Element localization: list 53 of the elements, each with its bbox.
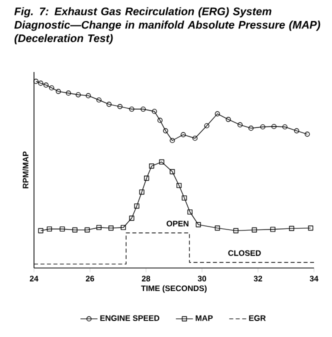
point — [170, 138, 175, 144]
point — [144, 176, 150, 181]
point — [129, 106, 134, 112]
point — [96, 224, 102, 230]
point — [120, 224, 126, 230]
point — [108, 226, 114, 231]
point — [182, 195, 187, 201]
point — [56, 88, 61, 94]
point — [44, 82, 49, 88]
point — [86, 93, 91, 98]
point — [214, 226, 220, 231]
point — [163, 128, 168, 134]
point — [38, 228, 44, 234]
point — [140, 106, 146, 112]
point — [117, 104, 122, 110]
point — [289, 226, 294, 231]
point — [204, 123, 210, 128]
point — [294, 128, 300, 134]
point — [159, 159, 164, 165]
point — [76, 92, 81, 98]
point — [38, 80, 44, 86]
point — [271, 124, 277, 130]
point — [187, 209, 192, 215]
point — [196, 222, 201, 228]
point — [152, 108, 157, 114]
point — [270, 226, 276, 232]
point — [248, 126, 254, 131]
point — [72, 227, 78, 232]
chart-title: Fig. 7: Exhaust Gas Recirculation (ERG) System Diagnostic—Change in manifold Absolute Pressure (MAP) (Deceleration Test) — [14, 7, 320, 44]
point — [129, 216, 134, 221]
point — [226, 116, 231, 122]
point — [170, 169, 175, 174]
point — [238, 122, 243, 128]
point — [149, 164, 154, 169]
point — [134, 203, 140, 209]
point — [46, 226, 52, 232]
point — [139, 189, 144, 195]
point — [214, 111, 220, 116]
point — [308, 226, 314, 231]
point — [180, 132, 186, 138]
point — [157, 118, 163, 123]
point — [252, 227, 257, 232]
point — [60, 226, 65, 232]
point — [282, 124, 288, 130]
point — [176, 182, 182, 188]
point — [233, 228, 238, 234]
point — [192, 136, 198, 141]
point — [49, 85, 54, 90]
point — [260, 124, 266, 130]
point — [84, 227, 90, 232]
point — [66, 90, 71, 96]
point — [106, 102, 112, 107]
point — [96, 97, 102, 103]
